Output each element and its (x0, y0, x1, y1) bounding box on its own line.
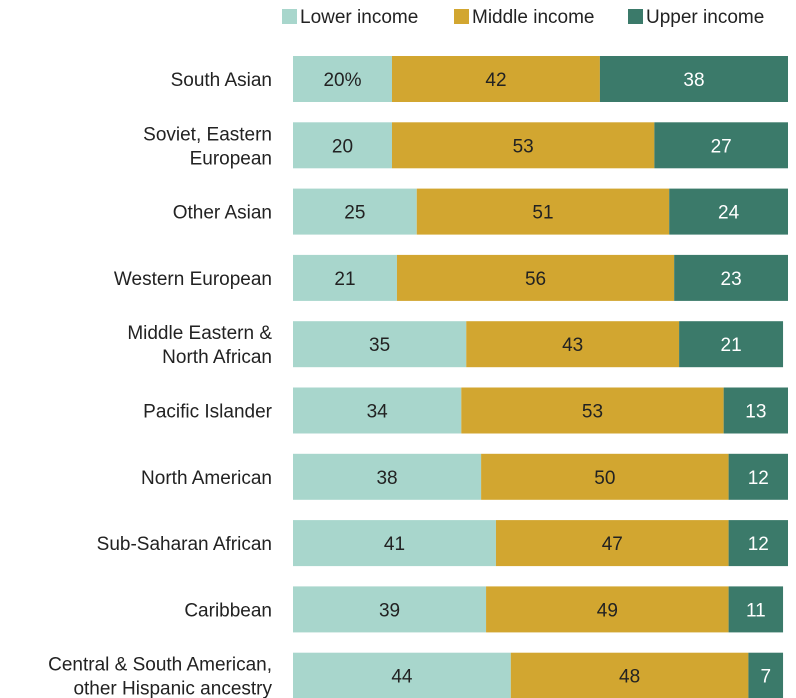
legend-label-upper-income: Upper income (646, 7, 764, 28)
category-label-soviet-eastern-european: Soviet, Eastern European (143, 124, 272, 169)
value-label-upper-income-3: 23 (721, 269, 742, 290)
value-label-lower-income-2: 25 (344, 203, 365, 224)
bar-upper-income-8 (728, 586, 784, 633)
bar-middle-income-4 (466, 321, 680, 368)
value-label-upper-income-2: 24 (718, 203, 740, 224)
legend: Lower income Middle income Upper income (282, 7, 764, 28)
bar-upper-income-4 (679, 321, 784, 368)
category-label-caribbean: Caribbean (184, 600, 272, 621)
legend-label-lower-income: Lower income (300, 7, 418, 28)
value-label-middle-income-3: 56 (525, 269, 546, 290)
bar-lower-income-0 (293, 56, 392, 102)
bar-middle-income-0 (392, 56, 600, 102)
category-label-sub-saharan-african: Sub-Saharan African (97, 534, 272, 555)
category-label-western-european: Western European (114, 269, 272, 290)
category-labels: South Asian Soviet, Eastern European Other … (48, 70, 273, 698)
value-label-lower-income-4: 35 (369, 335, 390, 356)
bar-upper-income-5 (723, 387, 788, 434)
bar-lower-income-9 (293, 652, 511, 698)
value-label-middle-income-6: 50 (594, 468, 615, 489)
value-label-lower-income-3: 21 (334, 269, 355, 290)
value-label-middle-income-8: 49 (597, 600, 618, 621)
bar-middle-income-1 (392, 122, 655, 169)
value-label-lower-income-9: 44 (391, 667, 413, 688)
bar-lower-income-3 (293, 254, 397, 301)
category-label-other-asian: Other Asian (173, 203, 272, 224)
bar-upper-income-3 (674, 254, 788, 301)
category-label-pacific-islander: Pacific Islander (143, 402, 273, 423)
bar-lower-income-1 (293, 122, 392, 169)
bar-middle-income-9 (510, 652, 749, 698)
legend-swatch-middle-income (454, 9, 469, 24)
value-label-middle-income-4: 43 (562, 335, 583, 356)
category-label-central-south-american-other-hispanic-ancestry: Central & South American, other Hispanic … (48, 655, 272, 698)
legend-swatch-lower-income (282, 9, 297, 24)
bar-upper-income-7 (728, 520, 788, 567)
bar-upper-income-2 (669, 188, 788, 235)
category-label-middle-eastern-north-african: Middle Eastern & North African (127, 323, 272, 368)
bar-upper-income-6 (728, 453, 788, 500)
bar-middle-income-8 (486, 586, 729, 633)
bar-lower-income-5 (293, 387, 462, 434)
value-label-upper-income-4: 21 (721, 335, 742, 356)
value-label-middle-income-0: 42 (485, 70, 506, 91)
bar-upper-income-0 (599, 56, 788, 102)
legend-label-middle-income: Middle income (472, 7, 595, 28)
value-label-lower-income-0: 20% (323, 70, 361, 91)
value-label-middle-income-7: 47 (602, 534, 623, 555)
bar-lower-income-8 (293, 586, 487, 633)
value-label-upper-income-0: 38 (683, 70, 704, 91)
value-label-upper-income-6: 12 (748, 468, 769, 489)
value-label-lower-income-7: 41 (384, 534, 405, 555)
bar-middle-income-5 (461, 387, 724, 434)
value-label-upper-income-1: 27 (711, 136, 732, 157)
value-label-upper-income-5: 13 (745, 402, 766, 423)
value-label-lower-income-5: 34 (367, 402, 389, 423)
value-label-middle-income-9: 48 (619, 667, 640, 688)
bar-upper-income-1 (654, 122, 788, 169)
bar-lower-income-4 (293, 321, 467, 368)
bar-middle-income-6 (481, 453, 729, 500)
value-label-middle-income-1: 53 (513, 136, 534, 157)
value-label-upper-income-9: 7 (760, 667, 771, 688)
legend-swatch-upper-income (628, 9, 643, 24)
bars: 20% 42 38 20 53 27 25 51 24 21 56 23 35 43 21 34 53 13 38 5… (293, 56, 788, 698)
value-label-upper-income-7: 12 (748, 534, 769, 555)
category-label-south-asian: South Asian (171, 70, 272, 91)
value-label-lower-income-8: 39 (379, 600, 400, 621)
value-label-middle-income-2: 51 (532, 203, 553, 224)
bar-lower-income-6 (293, 453, 482, 500)
value-label-lower-income-1: 20 (332, 136, 353, 157)
bar-lower-income-7 (293, 520, 496, 567)
bar-lower-income-2 (293, 188, 417, 235)
bar-middle-income-3 (396, 254, 675, 301)
bar-middle-income-7 (495, 520, 729, 567)
bar-upper-income-9 (748, 652, 784, 698)
value-label-lower-income-6: 38 (376, 468, 397, 489)
value-label-upper-income-8: 11 (746, 600, 766, 621)
value-label-middle-income-5: 53 (582, 402, 603, 423)
bar-middle-income-2 (416, 188, 670, 235)
category-label-north-american: North American (141, 468, 272, 489)
